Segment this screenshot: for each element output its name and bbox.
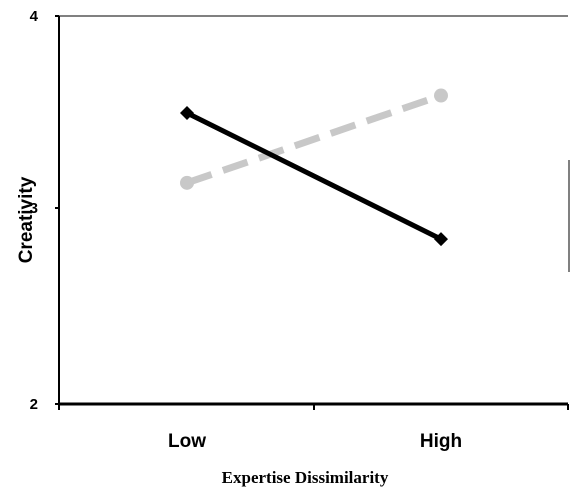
data-point bbox=[180, 106, 194, 120]
data-point bbox=[180, 175, 194, 190]
y-tick-label: 3 bbox=[30, 200, 38, 217]
y-tick-label: 2 bbox=[30, 396, 38, 413]
series-line bbox=[185, 92, 443, 187]
data-point bbox=[434, 232, 448, 247]
x-tick-label: Low bbox=[168, 431, 206, 452]
series-layer bbox=[180, 88, 448, 247]
series-line bbox=[185, 110, 443, 242]
y-tick-label: 4 bbox=[30, 8, 39, 25]
x-axis-title: Expertise Dissimilarity bbox=[222, 468, 389, 487]
data-point bbox=[434, 88, 448, 103]
y-axis-title: Creativity bbox=[16, 176, 37, 263]
x-tick-label: High bbox=[420, 431, 462, 452]
